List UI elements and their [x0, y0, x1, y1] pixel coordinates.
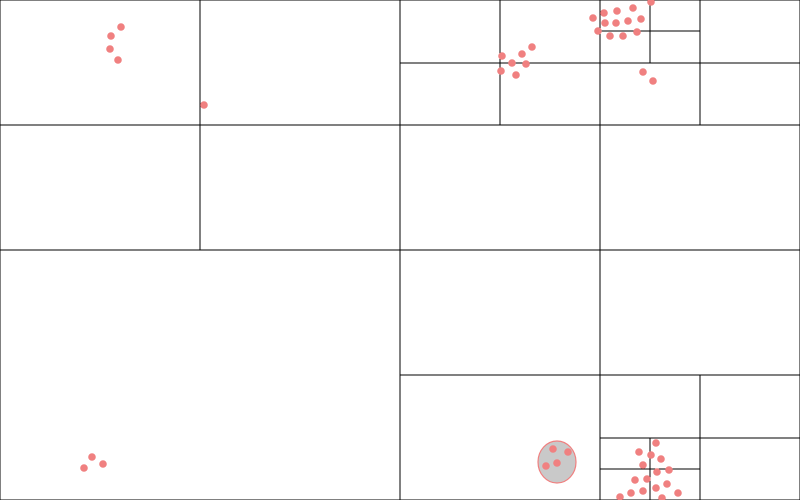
data-point	[553, 459, 561, 467]
data-point	[542, 462, 550, 470]
data-point	[522, 60, 530, 68]
data-point	[498, 52, 506, 60]
data-point	[647, 0, 655, 6]
data-point	[635, 448, 643, 456]
data-point	[564, 448, 572, 456]
data-point	[647, 451, 655, 459]
data-point	[657, 455, 665, 463]
data-point	[616, 493, 624, 500]
data-point	[613, 7, 621, 15]
data-point	[600, 9, 608, 17]
data-point	[508, 59, 516, 67]
data-point	[643, 475, 651, 483]
data-point	[631, 476, 639, 484]
data-point	[107, 32, 115, 40]
data-point	[612, 19, 620, 27]
data-point	[633, 28, 641, 36]
data-point	[106, 45, 114, 53]
data-point	[497, 67, 505, 75]
data-point	[589, 14, 597, 22]
data-points	[80, 0, 682, 500]
data-point	[639, 461, 647, 469]
data-point	[652, 439, 660, 447]
data-point	[200, 101, 208, 109]
data-point	[528, 43, 536, 51]
data-point	[624, 17, 632, 25]
data-point	[601, 19, 609, 27]
data-point	[627, 489, 635, 497]
data-point	[637, 15, 645, 23]
data-point	[658, 494, 666, 500]
data-point	[512, 71, 520, 79]
data-point	[549, 445, 557, 453]
data-point	[80, 464, 88, 472]
data-point	[665, 466, 673, 474]
data-point	[99, 460, 107, 468]
data-point	[674, 489, 682, 497]
data-point	[619, 32, 627, 40]
data-point	[639, 487, 647, 495]
data-point	[88, 453, 96, 461]
data-point	[652, 484, 660, 492]
data-point	[117, 23, 125, 31]
data-point	[518, 50, 526, 58]
data-point	[649, 77, 657, 85]
data-point	[114, 56, 122, 64]
data-point	[606, 32, 614, 40]
data-point	[653, 468, 661, 476]
data-point	[629, 4, 637, 12]
data-point	[663, 480, 671, 488]
data-point	[639, 68, 647, 76]
data-point	[594, 27, 602, 35]
